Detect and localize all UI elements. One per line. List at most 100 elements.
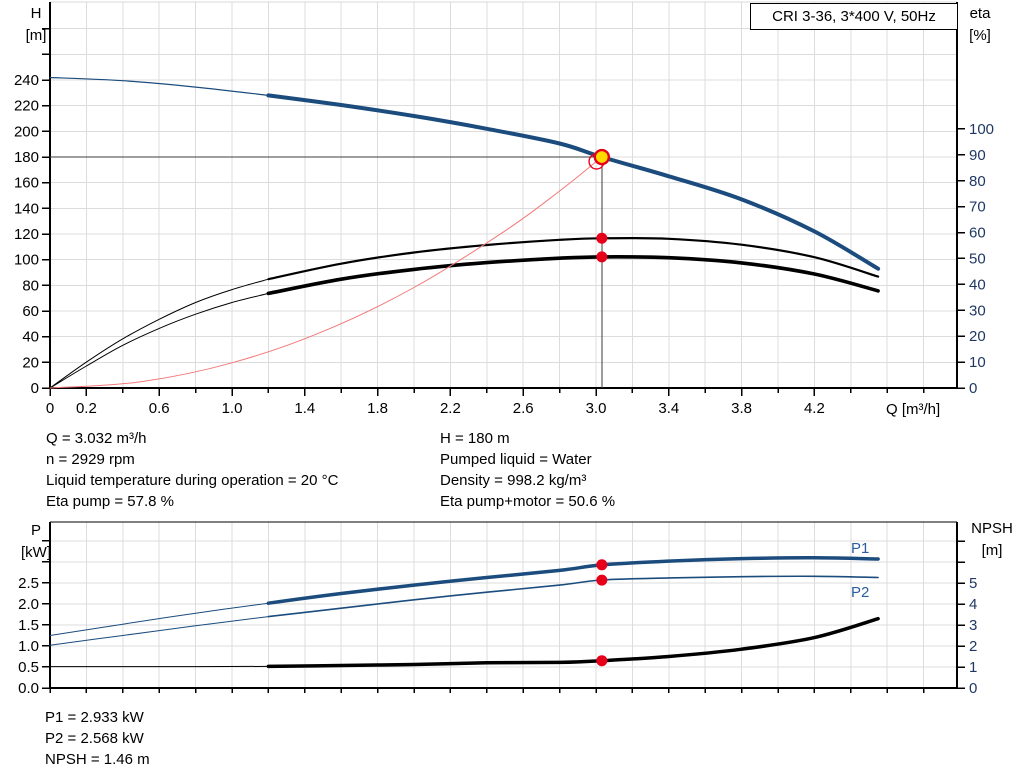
- svg-text:100: 100: [969, 121, 994, 138]
- p1-operating-point: [596, 559, 608, 571]
- p2-operating-point: [596, 574, 608, 586]
- p1-curve-label: P1: [851, 540, 869, 557]
- h-axis-title-unit: [m]: [25, 27, 47, 44]
- eta-axis-title-unit: [%]: [969, 27, 991, 44]
- liquid-temperature-line: Liquid temperature during operation = 20…: [46, 472, 339, 489]
- power-and-npsh-vs-flow: 0.0 0.5 1.0 1.5 2.0 2.5 0 1 2 3 4 5 P1 P2: [18, 521, 977, 697]
- h-axis-title: H [m]: [16, 3, 56, 47]
- svg-text:140: 140: [14, 200, 39, 217]
- npsh-operating-point: [596, 655, 608, 667]
- eta-pump-curve: [49, 236, 880, 389]
- svg-text:3.8: 3.8: [731, 400, 752, 417]
- p-axis-title-symbol: P: [30, 522, 41, 539]
- svg-text:1: 1: [969, 659, 977, 676]
- svg-text:0: 0: [46, 400, 54, 417]
- p-axis-title: P [kW]: [16, 520, 56, 564]
- duty-point: [593, 148, 611, 166]
- svg-text:1.0: 1.0: [222, 400, 243, 417]
- svg-text:50: 50: [969, 250, 986, 267]
- svg-text:10: 10: [969, 354, 986, 371]
- svg-text:160: 160: [14, 175, 39, 192]
- eta-axis-title: eta [%]: [959, 3, 1001, 47]
- svg-text:0.0: 0.0: [18, 680, 39, 697]
- svg-text:2.0: 2.0: [18, 596, 39, 613]
- left-axis: 0.0 0.5 1.0 1.5 2.0 2.5: [18, 540, 50, 697]
- svg-text:2: 2: [969, 638, 977, 655]
- svg-text:60: 60: [22, 303, 39, 320]
- plot-frame: [49, 521, 958, 689]
- svg-text:3.0: 3.0: [586, 400, 607, 417]
- npsh-axis-title-symbol: NPSH: [971, 520, 1013, 537]
- eta-pump-line: Eta pump = 57.8 %: [46, 493, 174, 510]
- svg-text:180: 180: [14, 149, 39, 166]
- p1-curve: [49, 556, 880, 636]
- q-axis-title: Q [m³/h]: [886, 401, 941, 418]
- svg-text:4: 4: [969, 596, 977, 613]
- head-and-efficiency-vs-flow: 0 20 40 60 80 100 120 140 160 180 200 220 240 0 10 20 30…: [14, 1, 994, 417]
- svg-text:1.4: 1.4: [294, 400, 315, 417]
- p1-value-line: P1 = 2.933 kW: [45, 709, 144, 726]
- svg-text:20: 20: [22, 354, 39, 371]
- pumped-liquid-line: Pumped liquid = Water: [440, 451, 592, 468]
- eta-pump-operating-point: [596, 232, 608, 244]
- head-value-line: H = 180 m: [440, 430, 510, 447]
- svg-text:70: 70: [969, 199, 986, 216]
- flow-value-line: Q = 3.032 m³/h: [46, 430, 147, 447]
- x-axis: 0 0.2 0.6 1.0 1.4 1.8 2.2 2.6 3.0 3.4 3.8 4.2: [46, 388, 925, 417]
- system-curve: [49, 156, 603, 389]
- svg-text:0: 0: [969, 680, 977, 697]
- svg-text:0: 0: [31, 380, 39, 397]
- svg-text:3: 3: [969, 617, 977, 634]
- speed-value-line: n = 2929 rpm: [46, 451, 135, 468]
- p2-curve: [49, 575, 879, 646]
- svg-text:3.4: 3.4: [658, 400, 679, 417]
- power-npsh-values: P1 = 2.933 kW P2 = 2.568 kW NPSH = 1.46 …: [45, 707, 150, 770]
- svg-text:0: 0: [969, 380, 977, 397]
- left-axis: 0 20 40 60 80 100 120 140 160 180 200 220 240: [14, 27, 50, 397]
- eta-axis-title-symbol: eta: [969, 5, 991, 22]
- gridlines: [50, 2, 957, 388]
- svg-text:60: 60: [969, 225, 986, 242]
- svg-text:5: 5: [969, 575, 977, 592]
- density-line: Density = 998.2 kg/m³: [440, 472, 587, 489]
- svg-text:220: 220: [14, 98, 39, 115]
- svg-text:90: 90: [969, 147, 986, 164]
- svg-text:100: 100: [14, 252, 39, 269]
- svg-text:200: 200: [14, 123, 39, 140]
- svg-text:30: 30: [969, 302, 986, 319]
- npsh-axis-title: NPSH [m]: [964, 518, 1020, 562]
- svg-text:4.2: 4.2: [804, 400, 825, 417]
- right-axis: 0 10 20 30 40 50 60 70 80 90 100: [957, 121, 994, 397]
- eta-pump-motor-line: Eta pump+motor = 50.6 %: [440, 493, 616, 510]
- svg-text:20: 20: [969, 328, 986, 345]
- p2-curve-label: P2: [851, 584, 869, 601]
- svg-text:2.5: 2.5: [18, 575, 39, 592]
- right-axis: 0 1 2 3 4 5: [957, 540, 977, 697]
- svg-text:2.2: 2.2: [440, 400, 461, 417]
- svg-text:2.6: 2.6: [513, 400, 534, 417]
- pump-curve-H-Q: [49, 76, 881, 271]
- svg-text:240: 240: [14, 72, 39, 89]
- h-axis-title-symbol: H: [30, 5, 42, 22]
- plot-frame: [49, 1, 958, 389]
- duty-data-left-column: Q = 3.032 m³/h n = 2929 rpm Liquid tempe…: [46, 428, 338, 512]
- svg-text:40: 40: [22, 329, 39, 346]
- npsh-curve: [49, 616, 880, 669]
- svg-text:1.0: 1.0: [18, 638, 39, 655]
- svg-text:1.5: 1.5: [18, 617, 39, 634]
- p2-value-line: P2 = 2.568 kW: [45, 730, 144, 747]
- p-axis-title-unit: [kW]: [21, 544, 51, 561]
- svg-text:0.5: 0.5: [18, 659, 39, 676]
- svg-text:80: 80: [969, 173, 986, 190]
- npsh-value-line: NPSH = 1.46 m: [45, 751, 150, 768]
- pump-type-title: CRI 3-36, 3*400 V, 50Hz: [750, 3, 958, 30]
- x-axis: [49, 688, 925, 693]
- svg-text:40: 40: [969, 276, 986, 293]
- svg-text:0.6: 0.6: [149, 400, 170, 417]
- eta-pump-motor-curve: [49, 255, 880, 389]
- svg-text:0.2: 0.2: [76, 400, 97, 417]
- eta-pump-motor-operating-point: [596, 251, 608, 263]
- svg-text:80: 80: [22, 277, 39, 294]
- duty-point-crosshair: [50, 156, 603, 388]
